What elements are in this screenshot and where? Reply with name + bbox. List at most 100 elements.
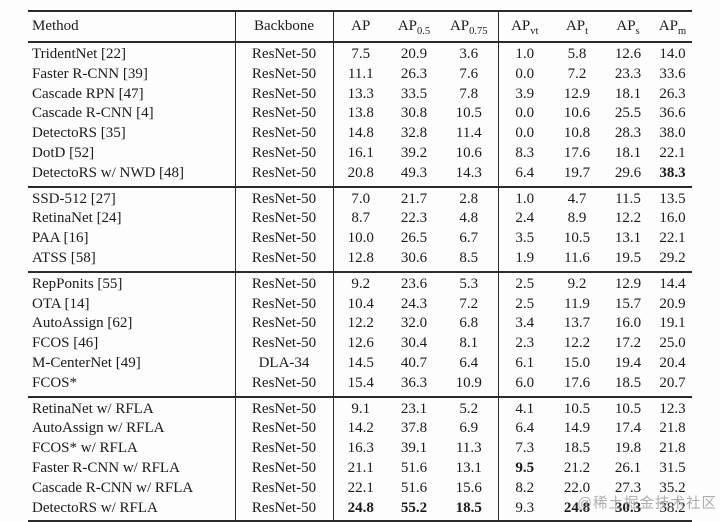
metric-value: 30.6 — [400, 249, 428, 266]
method-cell: OTA [14] — [32, 295, 90, 312]
metric-value: 22.0 — [563, 479, 591, 496]
header-metric-0.5: AP0.5 — [397, 18, 431, 37]
metric-value: 3.4 — [497, 314, 551, 335]
backbone-cell: ResNet-50 — [234, 314, 334, 335]
metric-value: 20.7 — [659, 374, 686, 391]
metric-value: 31.5 — [659, 459, 686, 476]
table-row: DetectoRS [35] ResNet-50 14.8 32.8 11.4 0.0 10… — [28, 124, 692, 144]
metric-value: 14.5 — [347, 354, 374, 371]
metric-value: 26.3 — [400, 65, 428, 82]
metric-value: 19.5 — [614, 249, 642, 266]
metric-value: 26.3 — [659, 85, 686, 102]
metric-value: 16.0 — [659, 210, 686, 227]
metric-value: 15.0 — [563, 354, 591, 371]
backbone-cell: ResNet-50 — [234, 396, 334, 420]
metric-value: 4.8 — [459, 210, 479, 227]
metric-value: 10.5 — [563, 230, 591, 247]
metric-value: 22.1 — [659, 230, 686, 247]
metric-value: 29.2 — [659, 249, 686, 266]
metric-subscript: 0.5 — [417, 26, 431, 37]
metric-value: 10.0 — [347, 230, 374, 247]
metric-value: 18.5 — [455, 499, 482, 516]
method-cell: RetinaNet [24] — [32, 210, 122, 227]
backbone-cell: ResNet-50 — [234, 143, 334, 164]
table-row: Faster R-CNN [39] ResNet-50 11.1 26.3 7.6 0.0… — [28, 64, 692, 85]
method-cell: Cascade R-CNN w/ RFLA — [32, 479, 194, 496]
metric-value: 17.6 — [563, 374, 591, 391]
metric-value: 6.0 — [497, 373, 551, 397]
method-cell: DetectoRS w/ RFLA — [32, 499, 158, 516]
backbone-cell: ResNet-50 — [234, 498, 334, 522]
method-cell: FCOS* — [32, 374, 78, 391]
results-table-container: Method Backbone AP AP0.5 AP0.75 APvt APt APs APm… — [28, 10, 692, 522]
metric-value: 26.5 — [400, 230, 428, 247]
header-metric-vt: APvt — [497, 11, 551, 42]
backbone-cell: ResNet-50 — [234, 294, 334, 315]
table-row: SSD-512 [27] ResNet-50 7.0 21.7 2.8 1.0 4.7 11.… — [28, 186, 692, 210]
metric-value: 7.3 — [497, 439, 551, 459]
metric-subscript: s — [635, 26, 640, 37]
method-cell: Cascade R-CNN [4] — [32, 105, 154, 122]
metric-value: 0.0 — [497, 64, 551, 85]
metric-value: 24.3 — [400, 295, 428, 312]
table-row: FCOS* ResNet-50 15.4 36.3 10.9 6.0 17.6 18.5 20.… — [28, 373, 692, 397]
metric-value: 49.3 — [400, 164, 428, 181]
metric-value: 16.1 — [347, 144, 374, 161]
metric-value: 12.3 — [659, 400, 686, 417]
table-row: RepPonits [55] ResNet-50 9.2 23.6 5.3 2.5 9.2 1… — [28, 271, 692, 295]
metric-value: 15.4 — [347, 374, 374, 391]
metric-value: 13.8 — [347, 105, 374, 122]
table-row: ATSS [58] ResNet-50 12.8 30.6 8.5 1.9 11.6 19.5… — [28, 248, 692, 272]
metric-value: 13.1 — [614, 230, 642, 247]
table-row: PAA [16] ResNet-50 10.0 26.5 6.7 3.5 10.5 13.1 2… — [28, 229, 692, 249]
metric-value: 2.8 — [459, 190, 479, 207]
metric-value: 2.3 — [497, 334, 551, 354]
metric-value: 12.8 — [347, 249, 374, 266]
header-metric-t: APt — [565, 18, 589, 37]
metric-value: 10.5 — [563, 400, 591, 417]
metric-value: 11.9 — [564, 295, 590, 312]
backbone-cell: ResNet-50 — [234, 419, 334, 440]
metric-value: 17.2 — [614, 335, 642, 352]
metric-value: 36.6 — [659, 105, 686, 122]
metric-value: 51.6 — [400, 459, 428, 476]
header-metric-ap: AP — [351, 18, 371, 34]
metric-value: 19.8 — [614, 440, 642, 457]
metric-value: 6.7 — [459, 230, 479, 247]
table-row: DetectoRS w/ RFLA ResNet-50 24.8 55.2 18.5 9.… — [28, 498, 692, 522]
metric-value: 27.3 — [614, 479, 642, 496]
metric-value: 6.1 — [497, 353, 551, 374]
metric-value: 16.0 — [614, 315, 642, 332]
metric-value: 0.0 — [497, 124, 551, 144]
metric-value: 21.8 — [659, 440, 686, 457]
metric-value: 11.3 — [455, 440, 482, 457]
metric-value: 32.8 — [400, 125, 428, 142]
metric-value: 8.1 — [459, 335, 479, 352]
metric-value: 15.7 — [614, 295, 642, 312]
metric-value: 3.5 — [497, 229, 551, 249]
method-group-4: RetinaNet w/ RFLA ResNet-50 9.1 23.1 5.2 4.1 1… — [28, 396, 692, 522]
method-cell: DetectoRS w/ NWD [48] — [32, 164, 185, 181]
metric-value: 4.7 — [567, 190, 587, 207]
metric-value: 10.5 — [455, 105, 482, 122]
metric-value: 18.5 — [563, 440, 591, 457]
metric-value: 5.2 — [459, 400, 479, 417]
table-row: Cascade R-CNN w/ RFLA ResNet-50 22.1 51.6 15… — [28, 478, 692, 499]
metric-value: 29.6 — [614, 164, 642, 181]
metric-value: 19.7 — [563, 164, 591, 181]
method-cell: FCOS [46] — [32, 335, 99, 352]
backbone-cell: ResNet-50 — [234, 124, 334, 144]
metric-subscript: t — [585, 26, 589, 37]
metric-value: 20.4 — [659, 354, 686, 371]
metric-value: 19.1 — [659, 315, 686, 332]
metric-value: 20.9 — [400, 46, 428, 62]
metric-value: 4.1 — [497, 396, 551, 420]
metric-subscript: 0.75 — [469, 26, 488, 37]
metric-value: 11.4 — [455, 125, 482, 142]
metric-value: 9.1 — [351, 400, 371, 417]
metric-value: 33.6 — [659, 65, 686, 82]
backbone-cell: ResNet-50 — [234, 458, 334, 479]
metric-value: 1.0 — [497, 42, 551, 65]
header-method: Method — [32, 18, 79, 34]
metric-value: 10.6 — [563, 105, 591, 122]
